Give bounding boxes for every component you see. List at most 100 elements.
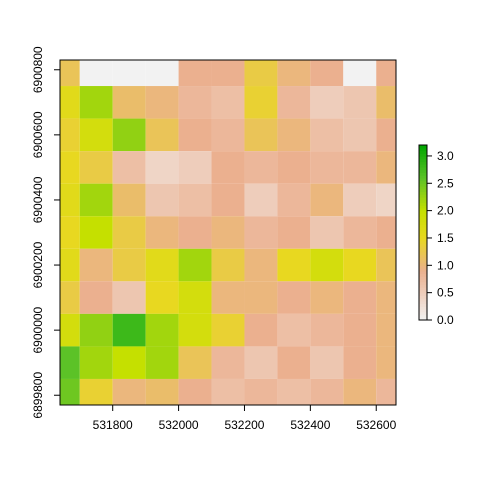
raster-cell (343, 248, 377, 282)
y-tick-label: 6900200 (31, 241, 45, 288)
colorbar-swatch (419, 292, 427, 296)
raster-cell (343, 216, 377, 249)
raster-cell (211, 248, 245, 282)
raster-cell (376, 378, 396, 405)
raster-cell (310, 216, 344, 249)
raster-cell (244, 378, 278, 405)
colorbar-tick-label: 0.5 (437, 286, 454, 300)
colorbar-swatch (419, 153, 427, 157)
colorbar-swatch (419, 240, 427, 245)
raster-cell (79, 216, 113, 249)
raster-cell (112, 183, 146, 217)
raster-cell (244, 183, 278, 217)
raster-cell (343, 183, 377, 217)
raster-cell (343, 313, 377, 347)
colorbar-swatch (419, 172, 427, 176)
colorbar-swatch (419, 183, 427, 187)
raster-cell (60, 378, 80, 405)
colorbar-swatch (419, 295, 427, 299)
raster-cell (112, 378, 146, 405)
raster-cell (145, 216, 179, 249)
colorbar-swatch (419, 216, 427, 220)
colorbar-swatch (419, 251, 427, 255)
colorbar-swatch (419, 265, 427, 269)
raster-cell (60, 183, 80, 217)
raster-cell (211, 151, 245, 184)
colorbar-swatch (419, 196, 427, 201)
raster-cell (376, 86, 396, 119)
raster-cell (343, 118, 377, 152)
raster-cell (112, 151, 146, 184)
raster-cell (244, 118, 278, 152)
colorbar-swatch (419, 210, 427, 214)
raster-cell (145, 248, 179, 282)
raster-cell (60, 346, 80, 379)
raster-cell (310, 248, 344, 282)
colorbar-swatch (419, 205, 427, 209)
raster-cell (343, 60, 377, 87)
colorbar-swatch (419, 281, 427, 286)
colorbar-swatch (419, 259, 427, 264)
raster-cell (145, 313, 179, 347)
colorbar-swatch (419, 243, 427, 247)
y-tick-label: 6900400 (31, 176, 45, 223)
raster-cell (112, 118, 146, 152)
raster-cell (145, 60, 179, 87)
raster-cell (178, 281, 212, 314)
raster-cell (145, 86, 179, 119)
raster-cell (79, 248, 113, 282)
raster-cell (343, 346, 377, 379)
raster-cell (60, 281, 80, 314)
colorbar-legend: 0.0 0.5 1.0 1.5 2.0 2.5 3.0 (418, 144, 454, 327)
raster-cell (277, 183, 311, 217)
colorbar-swatch (419, 161, 427, 165)
colorbar-swatch (419, 145, 427, 149)
colorbar-swatch (419, 158, 427, 163)
colorbar-swatch (419, 191, 427, 195)
colorbar-swatch (419, 218, 427, 223)
colorbar-swatch (419, 237, 427, 242)
colorbar-tick-label: 2.0 (437, 204, 454, 218)
raster-cell (310, 60, 344, 87)
colorbar-swatch (419, 257, 427, 261)
raster-cell (343, 151, 377, 184)
raster-cell (178, 118, 212, 152)
raster-cell (277, 216, 311, 249)
raster-cell (60, 313, 80, 347)
colorbar-swatch (419, 246, 427, 250)
raster-cell (79, 313, 113, 347)
x-tick-label: 532600 (356, 418, 396, 432)
raster-cell (60, 118, 80, 152)
raster-cell (178, 151, 212, 184)
raster-cell (178, 248, 212, 282)
raster-cell (112, 60, 146, 87)
colorbar-swatch (419, 235, 427, 239)
colorbar-swatch (419, 268, 427, 272)
colorbar-swatch (419, 202, 427, 206)
raster-cell (244, 313, 278, 347)
colorbar-swatch (419, 155, 427, 160)
raster-cells (60, 60, 396, 405)
raster-cell (277, 60, 311, 87)
colorbar-swatch (419, 177, 427, 182)
raster-cell (211, 378, 245, 405)
colorbar-tick-label: 3.0 (437, 149, 454, 163)
raster-cell (211, 346, 245, 379)
raster-cell (79, 346, 113, 379)
colorbar-tick-label: 1.5 (437, 231, 454, 245)
raster-cell (310, 378, 344, 405)
raster-cell (244, 248, 278, 282)
colorbar-swatch (419, 207, 427, 212)
y-tick-label: 6899800 (31, 372, 45, 419)
raster-cell (60, 248, 80, 282)
colorbar-swatch (419, 186, 427, 190)
raster-cell (277, 281, 311, 314)
colorbar-swatch (419, 303, 427, 307)
raster-cell (60, 86, 80, 119)
raster-cell (244, 60, 278, 87)
raster-cell (79, 281, 113, 314)
colorbar-swatch (419, 188, 427, 193)
x-tick-label: 531800 (93, 418, 133, 432)
raster-cell (145, 378, 179, 405)
